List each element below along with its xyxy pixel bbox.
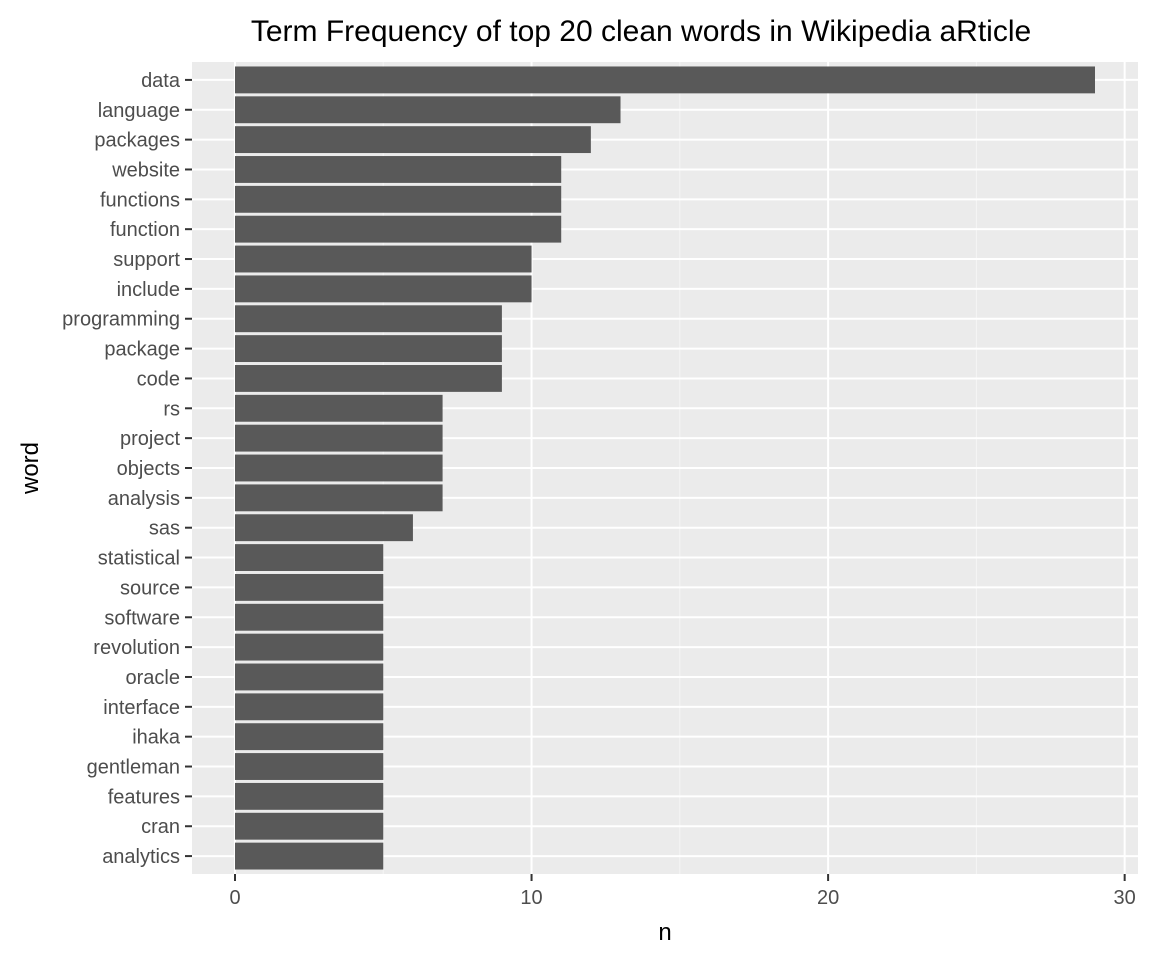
bar-functions [235,185,562,213]
bar-interface [235,693,384,721]
x-axis-title: n [658,919,671,946]
y-tick-label: analysis [108,488,180,510]
y-tick-label: rs [163,398,180,420]
bar-project [235,424,443,452]
bar-data [235,66,1095,94]
bar-cran [235,812,384,840]
bar-ihaka [235,723,384,751]
y-tick-label: features [108,786,180,808]
y-tick-label: analytics [102,846,180,868]
bar-support [235,245,532,273]
bar-source [235,573,384,601]
y-tick-label: function [110,219,180,241]
y-tick-label: code [137,368,180,390]
x-tick-label: 0 [229,887,240,909]
y-tick-label: cran [141,816,180,838]
y-axis: data language packages website functions func… [62,70,192,868]
bar-analytics [235,842,384,870]
bars [235,66,1095,870]
bar-code [235,365,502,392]
bar-gentleman [235,753,384,780]
bar-statistical [235,544,384,571]
y-tick-label: revolution [93,637,180,659]
bar-include [235,275,532,303]
y-tick-label: support [113,249,180,271]
bar-analysis [235,484,443,512]
y-tick-label: language [98,100,180,122]
bar-website [235,156,562,183]
y-tick-label: ihaka [132,727,181,749]
bar-revolution [235,633,384,661]
bar-packages [235,126,591,154]
chart-title: Term Frequency of top 20 clean words in … [251,15,1031,48]
y-tick-label: source [120,577,180,599]
x-tick-label: 10 [520,887,542,909]
bar-function [235,215,562,243]
bar-oracle [235,663,384,691]
x-axis: 0 10 20 30 [229,874,1136,909]
y-tick-label: gentleman [87,757,180,779]
y-tick-label: programming [62,309,180,331]
bar-objects [235,454,443,482]
y-tick-label: include [117,279,180,301]
x-tick-label: 30 [1114,887,1136,909]
y-tick-label: packages [94,130,180,152]
y-tick-label: website [111,159,180,181]
bar-language [235,96,621,124]
bar-software [235,603,384,631]
bar-sas [235,514,413,542]
y-tick-label: oracle [126,667,180,689]
y-tick-label: package [104,339,180,361]
y-axis-title: word [17,442,44,495]
y-tick-label: software [104,607,180,629]
y-tick-label: objects [117,458,180,480]
y-tick-label: project [120,428,180,450]
bar-package [235,335,502,363]
y-tick-label: functions [100,189,180,211]
bar-programming [235,305,502,333]
y-tick-label: data [141,70,181,92]
y-tick-label: interface [103,697,180,719]
bar-features [235,782,384,810]
x-tick-label: 20 [817,887,839,909]
y-tick-label: sas [149,518,180,540]
bar-rs [235,394,443,422]
y-tick-label: statistical [98,548,180,570]
